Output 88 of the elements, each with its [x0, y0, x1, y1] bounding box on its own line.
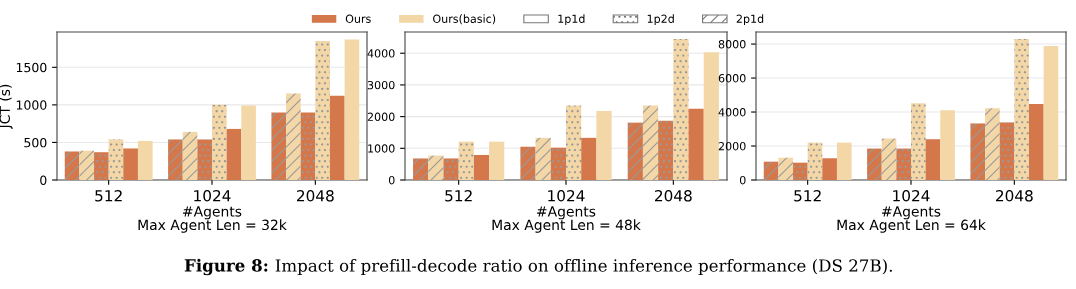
x-tick-label: 1024: [194, 189, 231, 202]
bar: [881, 138, 897, 180]
bar: [658, 120, 674, 180]
bar: [642, 105, 659, 180]
text: 1p1d: [558, 14, 585, 26]
x-tick-label: 512: [794, 189, 821, 202]
y-tick-label: 500: [24, 137, 47, 148]
bar: [413, 158, 429, 180]
y-tick-label: 0: [40, 175, 47, 185]
y-tick-label: 6000: [718, 74, 746, 83]
bar: [79, 150, 95, 180]
bar: [226, 128, 242, 180]
bar: [703, 52, 719, 180]
bar: [94, 152, 109, 180]
x-tick-label: 2048: [297, 189, 334, 202]
bar: [108, 139, 124, 180]
bar: [836, 142, 852, 180]
y-tick-label: 2000: [718, 141, 746, 151]
bar: [807, 142, 823, 180]
bar: [566, 105, 582, 180]
bar: [896, 148, 911, 180]
x-axis-title: #Agents Max Agent Len = 48k: [492, 206, 641, 233]
bar: [168, 139, 183, 180]
bar: [778, 157, 794, 180]
bar: [473, 154, 490, 180]
bar: [793, 162, 808, 180]
bar: [315, 41, 330, 180]
legend-label: Ours(basic): [433, 14, 496, 25]
bar: [212, 104, 227, 180]
legend-label: Ours: [345, 14, 371, 23]
bar: [271, 112, 287, 180]
bar: [197, 139, 212, 180]
caption: Figure 8:: [184, 258, 268, 276]
bar: [1014, 38, 1029, 180]
bar: [300, 112, 316, 180]
text: 2p1d: [736, 14, 764, 26]
bar: [123, 148, 138, 180]
bar: [1028, 104, 1044, 180]
x-tick-label: 2048: [996, 189, 1033, 202]
bar: [596, 110, 612, 180]
y-tick-label: 2000: [367, 112, 395, 121]
y-tick-label: 0: [388, 175, 395, 185]
x-tick-label: 1024: [893, 189, 930, 202]
y-tick-label: 1000: [368, 144, 395, 153]
bar: [489, 141, 505, 180]
bar: [1043, 46, 1059, 180]
bar: [428, 155, 444, 180]
y-tick-label: 4000: [718, 108, 746, 117]
bar: [925, 139, 941, 180]
x-tick-label: 1024: [548, 189, 585, 202]
bar: [940, 110, 955, 180]
bar: [867, 148, 882, 180]
y-axis-title: JCT (s): [0, 84, 13, 130]
bar: [182, 131, 198, 180]
y-tick-label: 8000: [718, 40, 746, 49]
x-tick-label: 512: [95, 189, 122, 202]
bar: [535, 137, 551, 180]
bar: [627, 122, 643, 180]
bar: [344, 39, 360, 180]
bar: [822, 158, 837, 180]
bar: [970, 123, 986, 180]
x-axis-title: #Agents Max Agent Len = 64k: [837, 206, 986, 233]
bar: [550, 147, 566, 180]
bar: [688, 108, 704, 180]
bar: [520, 146, 536, 180]
x-tick-label: 2048: [655, 189, 692, 202]
bar: [137, 140, 153, 180]
y-tick-label: 4000: [367, 49, 395, 58]
y-tick-label: 0: [739, 175, 746, 185]
bar: [999, 122, 1015, 180]
y-tick-label: 1500: [16, 62, 47, 73]
text: Impact of prefill-decode ratio on offline inference performance (DS 27B).: [275, 258, 892, 276]
bar: [286, 93, 301, 180]
bar: [64, 151, 80, 180]
bar: [763, 161, 779, 180]
bar: [458, 141, 474, 180]
x-axis-title: #Agents Max Agent Len = 32k: [138, 206, 287, 233]
bar: [911, 103, 926, 180]
text: 1p2d: [647, 14, 674, 26]
y-tick-label: 1000: [16, 100, 47, 110]
bar: [581, 137, 597, 180]
x-tick-label: 512: [445, 189, 472, 202]
y-tick-label: 3000: [367, 80, 395, 90]
bar: [443, 158, 459, 180]
bar: [329, 95, 345, 180]
bar: [673, 38, 689, 180]
bar: [241, 105, 256, 180]
bar: [985, 108, 1000, 180]
